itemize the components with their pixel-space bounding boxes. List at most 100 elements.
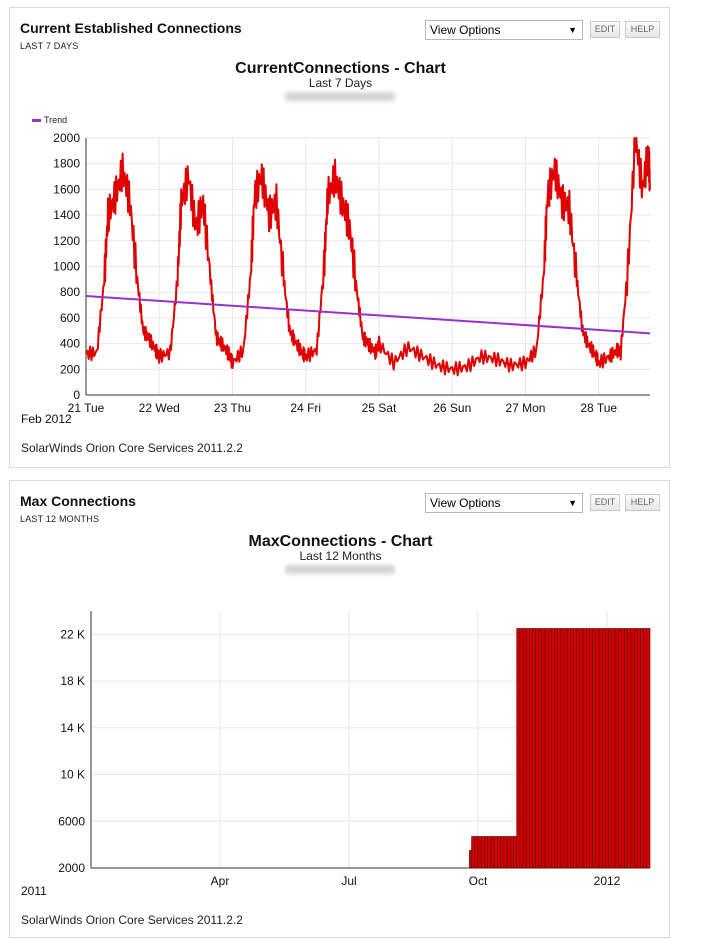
max-connections-bar [601,628,606,869]
max-connections-bar [579,628,584,869]
max-connections-bar [614,628,619,869]
max-connections-panel: Max Connections LAST 12 MONTHS View Opti… [9,480,670,938]
chart-subtitle: Last 12 Months [299,549,382,563]
view-options-dropdown[interactable]: View Options ▼ [425,493,583,513]
max-connections-bar [570,628,574,869]
max-connections-bar [490,836,495,869]
max-connections-bar [643,628,648,869]
max-connections-bar [506,836,511,869]
x-tick-label: 28 Tue [580,401,617,415]
resource-subtitle: LAST 12 MONTHS [20,514,100,524]
max-connections-bar [563,628,568,869]
max-connections-bar [566,628,571,869]
help-button[interactable]: HELP [625,21,660,38]
max-connections-bar [541,628,546,869]
x-tick-label: 21 Tue [68,401,105,415]
max-connections-bar [576,628,581,869]
max-connections-bar [627,628,632,869]
chart-title: CurrentConnections - Chart [235,60,446,77]
max-connections-bar [535,628,540,869]
chart-subtitle: Last 7 Days [308,76,373,90]
chart-legend: Trend [32,115,67,125]
resource-subtitle: LAST 7 DAYS [20,41,79,51]
max-connections-bar [611,628,616,869]
max-connections-bar [532,628,536,869]
x-tick-label: 23 Thu [214,401,251,415]
max-connections-bar [484,836,488,869]
max-connections-bar [608,628,613,869]
max-connections-chart: 2000 6000 10 K 14 K 18 K 22 K Apr Jul Oct 2012 [58,611,651,888]
y-tick-label: 1400 [53,208,80,222]
max-connections-bar [640,628,644,869]
x-tick-label: 22 Wed [139,401,180,415]
max-connections-bar [646,628,651,869]
connections-series-line [85,137,651,377]
max-connections-bar [633,628,638,869]
trend-series-line [85,295,651,335]
axis-date-note: Feb 2012 [21,412,72,426]
y-tick-label: 14 K [60,721,85,735]
max-connections-bar [529,628,533,869]
legend-label: Trend [44,115,68,125]
y-tick-label: 1800 [53,157,80,171]
x-tick-label: 25 Sat [362,401,397,415]
chart-title: MaxConnections - Chart [248,533,433,550]
y-tick-label: 0 [73,388,80,402]
y-tick-label: 10 K [60,768,85,782]
y-tick-label: 1200 [53,234,80,248]
x-tick-label: Oct [469,874,488,888]
edit-button[interactable]: EDIT [590,21,620,38]
max-connections-bar [547,628,552,869]
max-connections-bar [477,836,482,869]
chevron-down-icon: ▼ [568,498,577,508]
current-connections-chart: 0 200 400 600 800 1000 1200 1400 1600 1800 2000 21 … [53,131,651,415]
view-options-label: View Options [430,23,501,37]
max-connections-bar [617,628,622,869]
resource-title: Current Established Connections [20,20,242,36]
x-tick-label: 24 Fri [290,401,321,415]
max-connections-bar [557,628,562,869]
current-connections-panel: Current Established Connections LAST 7 D… [9,7,670,468]
x-tick-label: 2012 [594,874,621,888]
max-connections-bar [538,628,543,869]
max-connections-bar [582,628,587,869]
max-connections-bar [500,836,505,869]
max-connections-bar [509,836,514,869]
y-tick-label: 1000 [53,260,80,274]
max-connections-bar [621,628,625,869]
max-connections-bar [560,628,565,869]
max-connections-bar [598,628,603,869]
max-connections-bar [497,836,501,869]
edit-button[interactable]: EDIT [590,494,620,511]
help-button[interactable]: HELP [625,494,660,511]
chevron-down-icon: ▼ [568,25,577,35]
y-tick-label: 1600 [53,182,80,196]
max-connections-bar [469,850,472,869]
max-connections-bar [605,628,609,869]
max-connections-bar [503,836,508,869]
max-connections-bar [525,628,530,869]
legend-swatch [32,119,41,123]
max-connections-bar [551,628,555,869]
max-connections-bar [493,836,498,869]
max-connections-bar [544,628,549,869]
y-tick-label: 200 [60,362,80,376]
x-tick-label: Jul [341,874,356,888]
max-connections-bar [624,628,629,869]
x-tick-label: 26 Sun [433,401,471,415]
max-connections-bar [636,628,641,869]
max-connections-bar [471,836,476,869]
x-tick-label: Apr [211,874,230,888]
y-tick-label: 22 K [60,627,85,641]
max-connections-bar [585,628,590,869]
resource-title: Max Connections [20,493,136,509]
view-options-dropdown[interactable]: View Options ▼ [425,20,583,40]
max-connections-bar [592,628,597,869]
y-tick-label: 18 K [60,674,85,688]
max-connections-bar [554,628,558,869]
max-connections-bar [573,628,578,869]
y-tick-label: 6000 [58,814,85,828]
footer-text: SolarWinds Orion Core Services 2011.2.2 [21,441,243,455]
max-connections-bar [519,628,524,869]
y-tick-label: 600 [60,311,80,325]
